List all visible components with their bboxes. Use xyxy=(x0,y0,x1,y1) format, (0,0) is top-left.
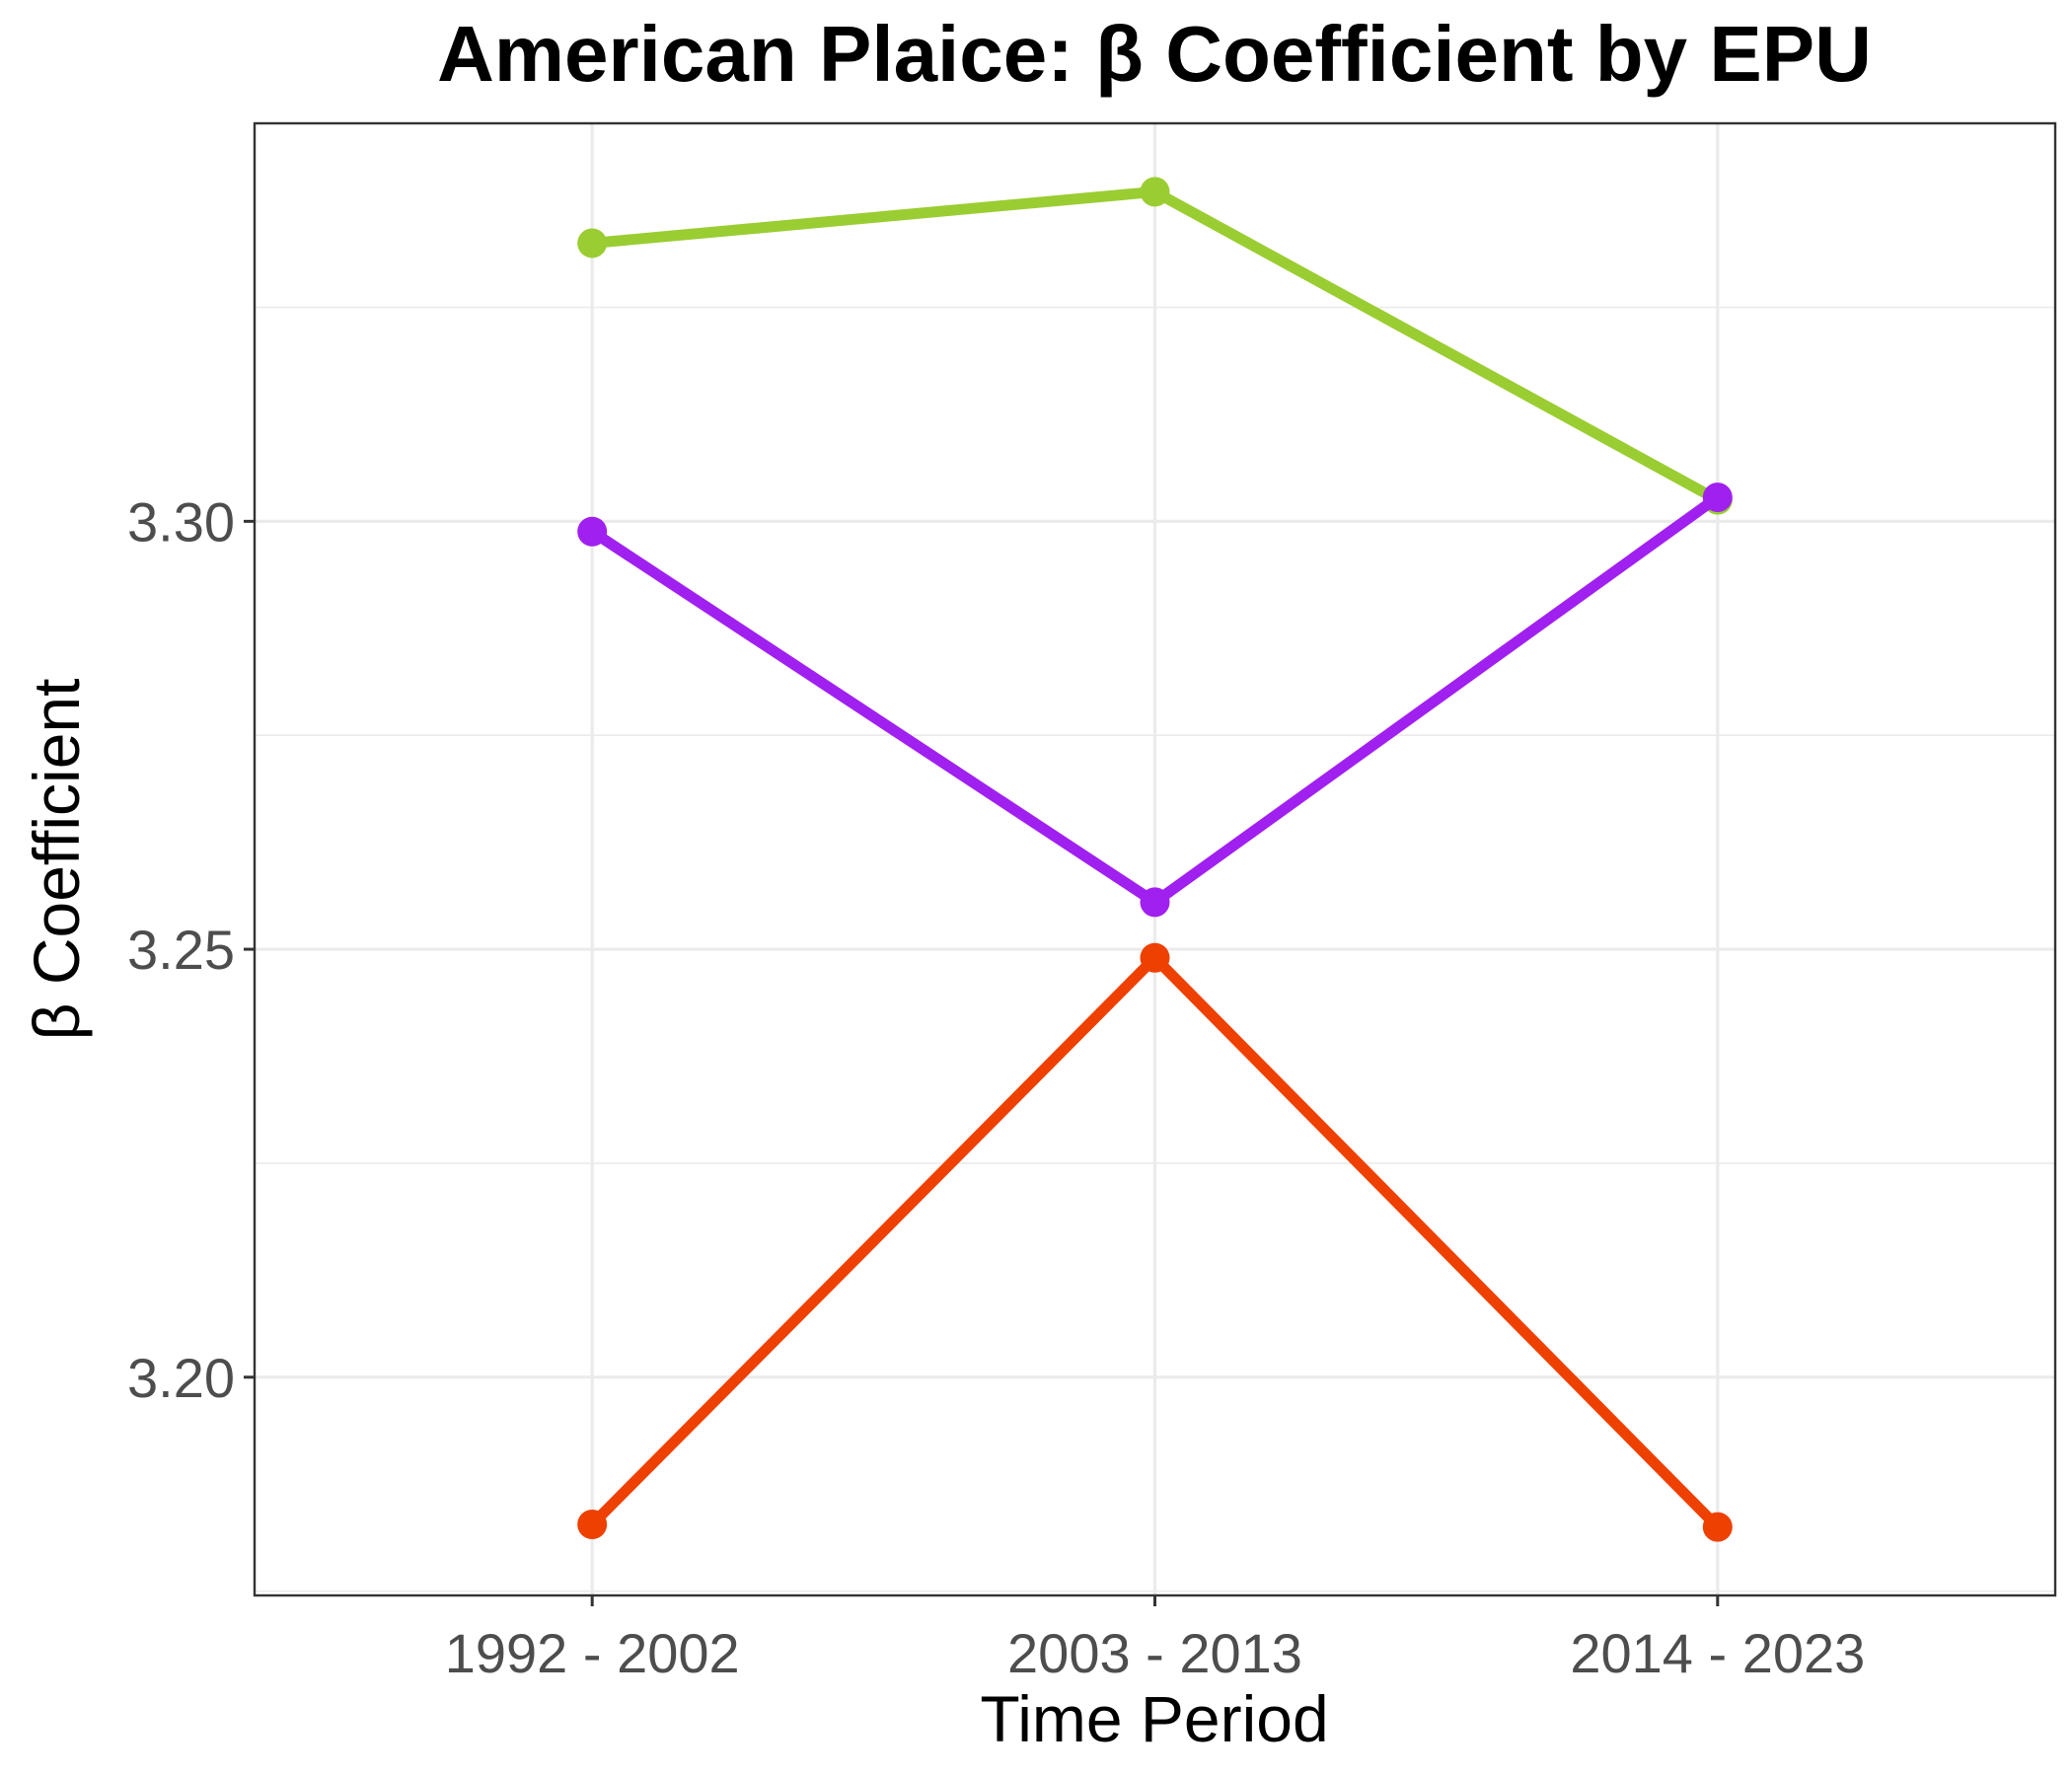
data-point xyxy=(1140,942,1170,973)
x-tick-label: 2014 - 2023 xyxy=(1570,1622,1865,1684)
chart-title: American Plaice: β Coefficient by EPU xyxy=(437,10,1872,98)
plot-panel xyxy=(253,121,2057,1597)
data-point xyxy=(577,228,608,259)
y-axis: 3.20 3.25 3.30 xyxy=(127,490,255,1409)
x-tick-label: 2003 - 2013 xyxy=(1007,1622,1302,1684)
x-tick-label: 1992 - 2002 xyxy=(445,1622,740,1684)
data-point xyxy=(577,1510,608,1540)
data-point xyxy=(1140,177,1170,207)
x-axis: 1992 - 2002 2003 - 2013 2014 - 2023 xyxy=(445,1595,1865,1684)
series-layer xyxy=(577,177,1733,1542)
y-tick-label: 3.30 xyxy=(127,490,235,553)
data-point xyxy=(1702,1512,1733,1542)
x-axis-title: Time Period xyxy=(980,1682,1328,1755)
data-point xyxy=(1702,482,1733,513)
y-tick-label: 3.25 xyxy=(127,919,235,981)
y-tick-label: 3.20 xyxy=(127,1347,235,1409)
data-point xyxy=(577,516,608,547)
major-gridlines xyxy=(255,123,2055,1595)
data-point xyxy=(1140,887,1170,918)
y-axis-title: β Coefficient xyxy=(20,679,93,1041)
